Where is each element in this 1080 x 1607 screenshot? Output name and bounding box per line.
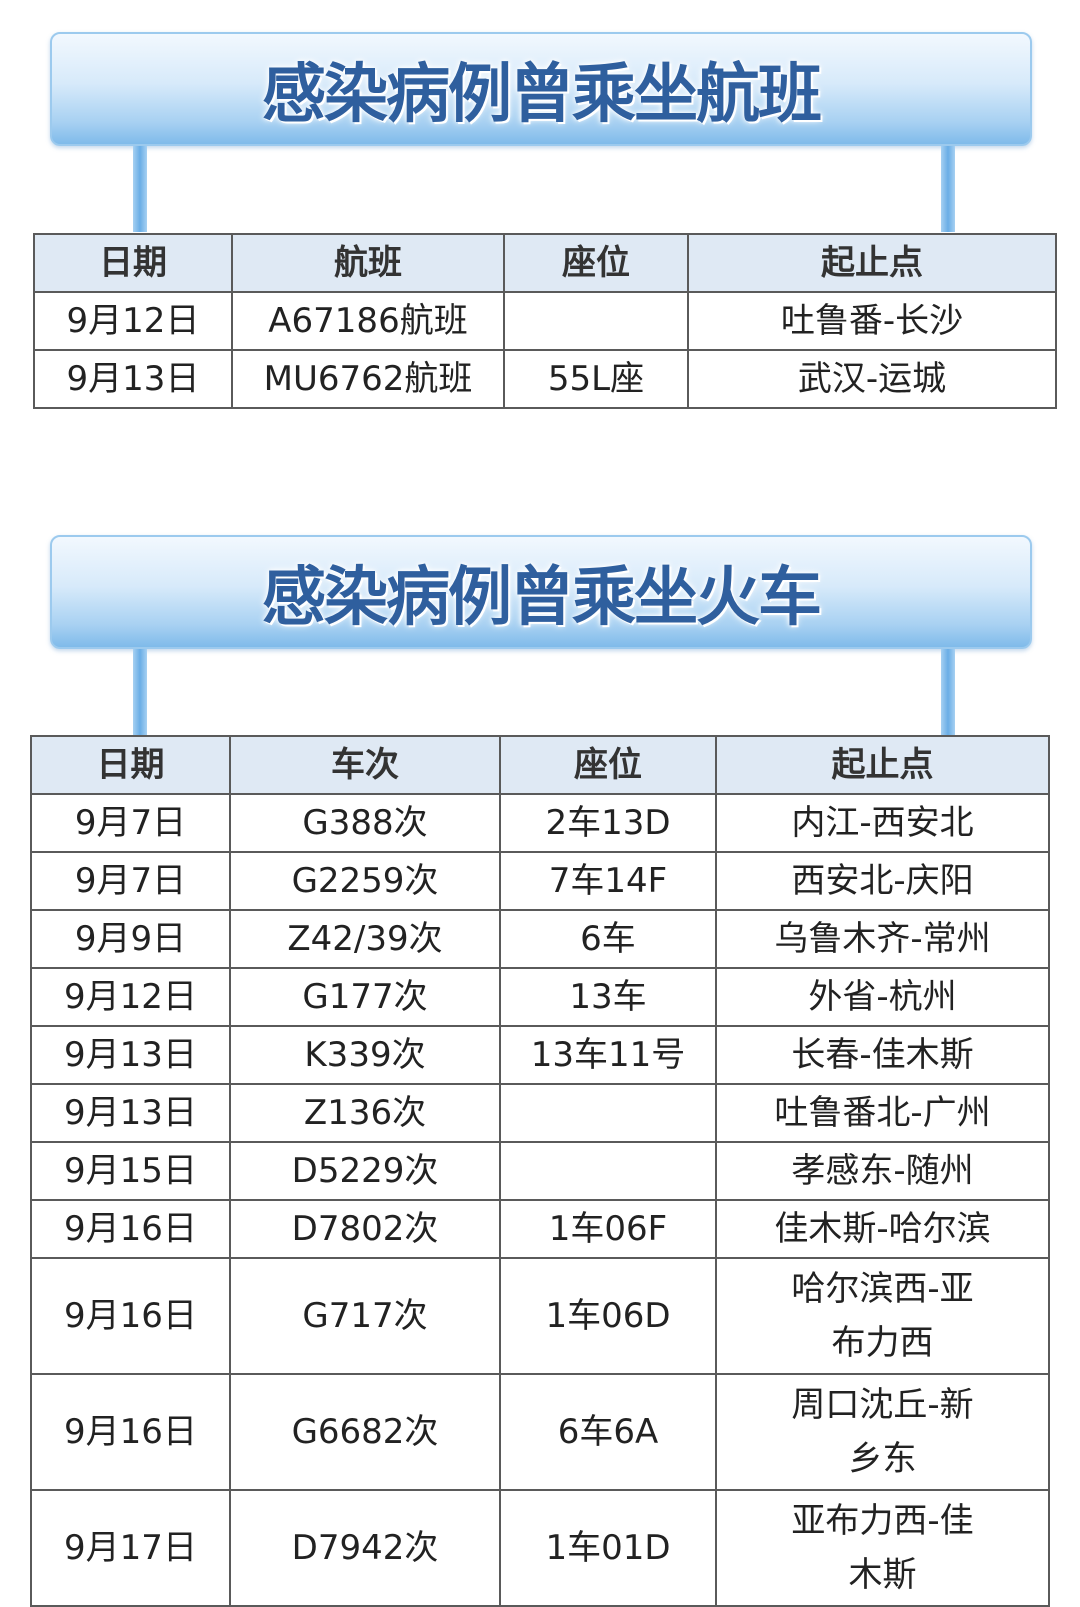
table-cell: 9月16日: [30, 1199, 231, 1259]
table-cell: 外省-杭州: [715, 967, 1050, 1027]
connector: [133, 649, 147, 735]
table-cell: 6车: [499, 909, 717, 969]
table-cell: K339次: [229, 1025, 501, 1085]
table-row: 9月16日 G717次 1车06D 哈尔滨西-亚布力西: [30, 1257, 1050, 1375]
table-row: 9月7日 G2259次 7车14F 西安北-庆阳: [30, 851, 1050, 911]
table-row: 9月13日 Z136次 吐鲁番北-广州: [30, 1083, 1050, 1143]
flights-table: 日期 航班 座位 起止点 9月12日 A67186航班 吐鲁番-长沙 9月13日 MU6762…: [33, 233, 1057, 409]
table-cell: G717次: [229, 1257, 501, 1375]
table-cell: 佳木斯-哈尔滨: [715, 1199, 1050, 1259]
table-cell: 武汉-运城: [687, 349, 1057, 409]
table-row: 9月13日 MU6762航班 55L座 武汉-运城: [33, 349, 1057, 409]
table-cell: A67186航班: [231, 291, 505, 351]
column-header: 航班: [231, 233, 505, 293]
table-cell: D5229次: [229, 1141, 501, 1201]
trains-title-banner: 感染病例曾乘坐火车: [50, 535, 1032, 649]
column-header: 日期: [30, 735, 231, 795]
table-cell: 13车11号: [499, 1025, 717, 1085]
table-header-row: 日期 航班 座位 起止点: [33, 233, 1057, 293]
connector: [941, 649, 955, 735]
table-cell: 长春-佳木斯: [715, 1025, 1050, 1085]
table-row: 9月17日 D7942次 1车01D 亚布力西-佳木斯: [30, 1489, 1050, 1607]
trains-table: 日期 车次 座位 起止点 9月7日 G388次 2车13D 内江-西安北 9月7日 G2259次…: [30, 735, 1050, 1607]
table-cell: [499, 1083, 717, 1143]
table-cell: 9月12日: [30, 967, 231, 1027]
flights-title: 感染病例曾乘坐航班: [262, 58, 822, 132]
table-cell: Z42/39次: [229, 909, 501, 969]
table-cell: 孝感东-随州: [715, 1141, 1050, 1201]
table-cell: 9月13日: [30, 1025, 231, 1085]
table-cell: D7942次: [229, 1489, 501, 1607]
table-cell: G388次: [229, 793, 501, 853]
connector: [133, 146, 147, 232]
table-row: 9月7日 G388次 2车13D 内江-西安北: [30, 793, 1050, 853]
table-cell: 9月12日: [33, 291, 233, 351]
table-cell: 13车: [499, 967, 717, 1027]
table-cell: 亚布力西-佳木斯: [715, 1489, 1050, 1607]
table-cell: 2车13D: [499, 793, 717, 853]
column-header: 座位: [499, 735, 717, 795]
connector: [941, 146, 955, 232]
column-header: 起止点: [715, 735, 1050, 795]
table-row: 9月12日 A67186航班 吐鲁番-长沙: [33, 291, 1057, 351]
table-cell: G177次: [229, 967, 501, 1027]
column-header: 车次: [229, 735, 501, 795]
table-row: 9月9日 Z42/39次 6车 乌鲁木齐-常州: [30, 909, 1050, 969]
table-row: 9月13日 K339次 13车11号 长春-佳木斯: [30, 1025, 1050, 1085]
table-cell: 吐鲁番北-广州: [715, 1083, 1050, 1143]
table-cell: 7车14F: [499, 851, 717, 911]
table-cell: 1车06F: [499, 1199, 717, 1259]
trains-title: 感染病例曾乘坐火车: [262, 561, 822, 635]
table-row: 9月16日 G6682次 6车6A 周口沈丘-新乡东: [30, 1373, 1050, 1491]
table-cell: 吐鲁番-长沙: [687, 291, 1057, 351]
table-cell: 1车01D: [499, 1489, 717, 1607]
table-cell: G6682次: [229, 1373, 501, 1491]
table-cell: 9月13日: [33, 349, 233, 409]
table-cell: 9月17日: [30, 1489, 231, 1607]
table-row: 9月15日 D5229次 孝感东-随州: [30, 1141, 1050, 1201]
table-row: 9月12日 G177次 13车 外省-杭州: [30, 967, 1050, 1027]
table-cell: 9月13日: [30, 1083, 231, 1143]
table-cell: [503, 291, 689, 351]
table-cell: 9月7日: [30, 793, 231, 853]
table-cell: D7802次: [229, 1199, 501, 1259]
table-cell: 9月16日: [30, 1257, 231, 1375]
column-header: 起止点: [687, 233, 1057, 293]
column-header: 日期: [33, 233, 233, 293]
flights-title-banner: 感染病例曾乘坐航班: [50, 32, 1032, 146]
table-cell: G2259次: [229, 851, 501, 911]
table-cell: 乌鲁木齐-常州: [715, 909, 1050, 969]
table-cell: 1车06D: [499, 1257, 717, 1375]
table-cell: 9月9日: [30, 909, 231, 969]
table-row: 9月16日 D7802次 1车06F 佳木斯-哈尔滨: [30, 1199, 1050, 1259]
table-cell: MU6762航班: [231, 349, 505, 409]
table-cell: 6车6A: [499, 1373, 717, 1491]
table-cell: 9月16日: [30, 1373, 231, 1491]
table-cell: 9月15日: [30, 1141, 231, 1201]
table-cell: 周口沈丘-新乡东: [715, 1373, 1050, 1491]
table-cell: 西安北-庆阳: [715, 851, 1050, 911]
table-cell: Z136次: [229, 1083, 501, 1143]
table-cell: 哈尔滨西-亚布力西: [715, 1257, 1050, 1375]
table-header-row: 日期 车次 座位 起止点: [30, 735, 1050, 795]
table-cell: 9月7日: [30, 851, 231, 911]
table-cell: [499, 1141, 717, 1201]
table-cell: 内江-西安北: [715, 793, 1050, 853]
column-header: 座位: [503, 233, 689, 293]
table-cell: 55L座: [503, 349, 689, 409]
